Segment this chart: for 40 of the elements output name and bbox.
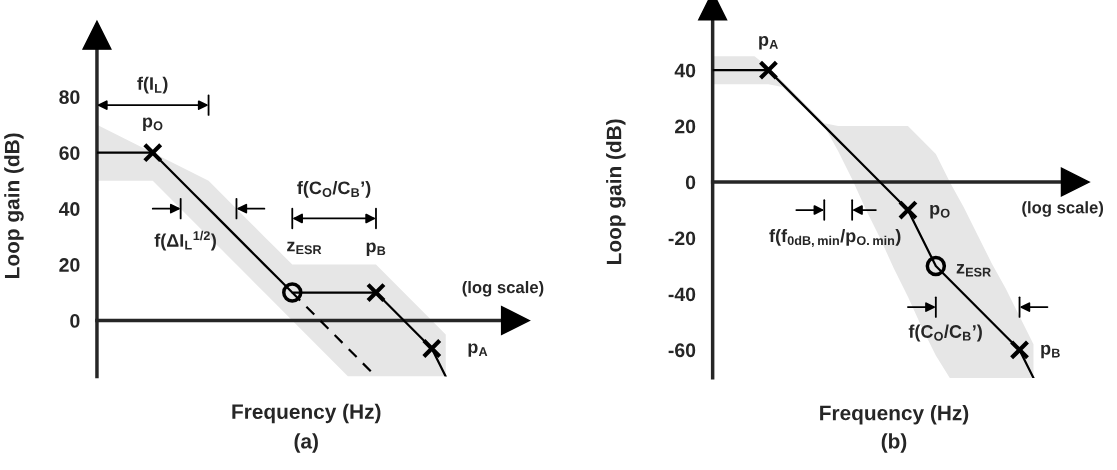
- y-tick-label: -40: [668, 287, 696, 302]
- point: [925, 255, 947, 277]
- text: (log scale): [462, 280, 544, 297]
- text: p$_{B}$: [1041, 344, 1060, 359]
- annotation: p$_{A}$: [759, 36, 778, 50]
- y-tick-label: 40: [674, 63, 696, 78]
- point: [1009, 339, 1030, 360]
- y-tick-label: 80: [59, 90, 80, 105]
- text: p$_{A}$: [468, 343, 488, 357]
- annotation: p$_{B}$: [366, 242, 386, 256]
- y-axis-title: Loop gain (dB): [606, 119, 626, 264]
- point: [142, 142, 163, 163]
- annotation: f(C$_{O}$/C$_{B}$’): [908, 324, 982, 342]
- y-tick-label: 0: [685, 175, 696, 190]
- annotation: f(f$_{0dB,min}$/p$_{O.min}$): [769, 229, 901, 247]
- y-axis-title: Loop gain (dB): [4, 133, 24, 278]
- x-axis-title: Frequency (Hz): [820, 405, 969, 425]
- y-tick-label: 20: [675, 119, 696, 134]
- point: [897, 200, 918, 221]
- y-tick-label: 60: [59, 146, 80, 160]
- point: [282, 282, 303, 303]
- point: [365, 282, 386, 303]
- annotation: f(I$_{L}$): [137, 76, 168, 94]
- y-tick-label: -60: [668, 343, 696, 358]
- annotation: p$_{O}$: [143, 117, 163, 132]
- x-axis-title: Frequency (Hz): [232, 403, 381, 424]
- annotation: p$_{O}$: [930, 204, 950, 219]
- text: (a): [294, 433, 318, 453]
- y-tick-label: 0: [70, 314, 80, 328]
- annotation: z$_{ESR}$: [956, 264, 991, 277]
- point: [421, 338, 442, 359]
- annotation: f(ΔI$_{L}$$^{1/2}$): [154, 230, 216, 251]
- text: (b): [881, 433, 907, 453]
- point: [758, 60, 779, 81]
- y-tick-label: 20: [59, 258, 80, 272]
- y-tick-label: 40: [58, 202, 80, 216]
- y-tick-label: -20: [668, 231, 696, 246]
- annotation: z$_{ESR}$: [287, 241, 322, 255]
- annotation: f(C$_{O}$/C$_{B}$’): [297, 180, 371, 198]
- annotation: (log scale): [1022, 201, 1104, 217]
